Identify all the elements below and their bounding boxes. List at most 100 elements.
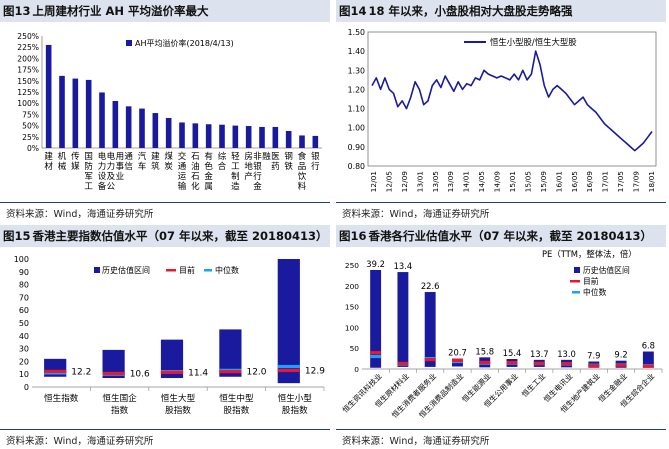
current-marker bbox=[533, 361, 545, 365]
value-label: 6.8 bbox=[642, 341, 655, 351]
x-tick-label: 制 bbox=[231, 171, 240, 182]
bar bbox=[72, 78, 79, 148]
bar bbox=[125, 106, 132, 148]
legend-swatch bbox=[572, 291, 580, 294]
chart-panel-14: 图14 18 年以来，小盘股相对大盘股走势略强 0.80 0.90 1.00 1.10 1… bbox=[336, 0, 666, 224]
y-tick-label: 1.00 bbox=[348, 124, 365, 133]
bar bbox=[139, 108, 145, 148]
x-tick-label: 产 bbox=[244, 171, 253, 182]
y-tick-label: 1.50 bbox=[348, 28, 365, 37]
x-tick-label: 油 bbox=[191, 161, 200, 172]
y-tick-label: 150% bbox=[17, 77, 39, 86]
y-tick-label: 20 bbox=[19, 357, 29, 366]
x-tick-label: 医 bbox=[271, 152, 280, 162]
x-tick-label: 业 bbox=[116, 171, 125, 182]
x-tick-label: 料 bbox=[298, 181, 307, 192]
x-tick-label: 17/01 bbox=[601, 171, 610, 193]
x-tick-label: 造 bbox=[231, 181, 240, 192]
x-tick-label: 股指数 bbox=[165, 404, 191, 416]
x-tick-label: 机 bbox=[58, 151, 67, 162]
x-tick-label: 设 bbox=[98, 171, 107, 182]
x-tick-label: 炭 bbox=[164, 162, 173, 172]
bar bbox=[259, 126, 265, 148]
x-tick-label: 非 bbox=[253, 151, 262, 162]
x-tick-label: 电 bbox=[98, 151, 107, 162]
legend-label: 历史估值区间 bbox=[583, 265, 630, 275]
x-tick-label: 股指数 bbox=[224, 404, 250, 416]
x-tick-label: 建 bbox=[151, 151, 160, 162]
x-tick-label: 械 bbox=[58, 161, 67, 172]
x-tick-label: 化 bbox=[191, 181, 200, 192]
x-tick-label: 有 bbox=[204, 151, 213, 162]
x-tick-label: 公 bbox=[107, 182, 116, 192]
x-tick-label: 14/01 bbox=[462, 171, 471, 193]
x-tick-label: 石 bbox=[191, 152, 200, 162]
y-tick-label: 0 bbox=[24, 383, 29, 392]
x-tick-label: 银 bbox=[311, 151, 320, 162]
y-tick-label: 1.40 bbox=[348, 47, 365, 56]
current-marker bbox=[561, 361, 572, 366]
x-tick-label: 恒生国企 bbox=[102, 392, 137, 404]
bar bbox=[312, 135, 319, 148]
x-tick-label: 防 bbox=[84, 161, 93, 172]
bar bbox=[165, 117, 172, 148]
x-tick-label: 地 bbox=[244, 161, 253, 172]
range-bar bbox=[397, 272, 409, 367]
x-tick-label: 14/05 bbox=[477, 171, 486, 193]
x-tick-label: 恒生中型 bbox=[219, 392, 254, 404]
current-marker bbox=[588, 364, 600, 368]
legend-label: 目前 bbox=[583, 276, 599, 286]
x-tick-label: 13/01 bbox=[415, 171, 424, 193]
legend-swatch bbox=[94, 267, 100, 273]
bar bbox=[192, 123, 199, 148]
x-tick-label: 综 bbox=[218, 151, 227, 162]
x-tick-label: 金 bbox=[253, 181, 262, 192]
chart-panel-15: 图15 香港主要指数估值水平（07 年以来，截至 20180413） 0 10 20 3… bbox=[0, 225, 330, 449]
current-marker bbox=[160, 370, 184, 375]
x-tick-label: 12/01 bbox=[369, 171, 378, 193]
x-tick-label: 输 bbox=[178, 181, 187, 192]
legend-label: 中位数 bbox=[583, 287, 607, 297]
current-marker bbox=[277, 368, 300, 373]
y-tick-label: 250 bbox=[345, 261, 359, 270]
x-tick-label: 饮 bbox=[298, 171, 307, 182]
x-tick-label: 15/05 bbox=[523, 171, 532, 193]
y-tick-label: 0.80 bbox=[348, 162, 365, 171]
current-marker bbox=[642, 364, 654, 368]
value-label: 12.2 bbox=[71, 367, 91, 377]
divider bbox=[0, 202, 330, 203]
source-note: 资料来源：Wind，海通证券研究所 bbox=[342, 209, 490, 220]
x-tick-label: 药 bbox=[271, 161, 280, 172]
x-tick-label: 15/09 bbox=[539, 171, 548, 193]
x-tick-label: 房 bbox=[244, 151, 253, 162]
x-tick-label: 16/01 bbox=[554, 171, 563, 193]
plot-frame bbox=[367, 31, 657, 167]
x-tick-label: 电 bbox=[107, 151, 116, 162]
x-tick-label: 合 bbox=[218, 161, 227, 172]
y-tick-label: 50 bbox=[350, 344, 360, 353]
x-tick-label: 银 bbox=[253, 161, 262, 172]
series-line bbox=[371, 50, 653, 152]
x-tick-label: 轻 bbox=[231, 151, 240, 162]
current-marker bbox=[102, 371, 125, 376]
legend-label: 目前 bbox=[179, 265, 195, 275]
current-marker bbox=[397, 361, 409, 366]
value-label: 15.8 bbox=[475, 346, 494, 356]
y-tick-label: 90 bbox=[19, 268, 29, 277]
bar bbox=[85, 79, 92, 148]
y-tick-label: 225% bbox=[17, 43, 39, 52]
y-tick-label: 100 bbox=[345, 323, 359, 332]
x-tick-label: 铁 bbox=[284, 161, 293, 172]
figure-number: 图15 bbox=[3, 229, 31, 243]
legend-label: 恒生小型股/恒生大型股 bbox=[490, 37, 577, 47]
x-tick-label: 品 bbox=[298, 162, 307, 172]
x-tick-label: 13/09 bbox=[446, 171, 455, 193]
x-tick-label: 通 bbox=[124, 151, 133, 162]
legend-swatch bbox=[166, 269, 176, 272]
x-tick-label: 14/09 bbox=[493, 171, 502, 193]
y-tick-label: 200 bbox=[345, 282, 359, 291]
y-tick-label: 125% bbox=[17, 88, 39, 97]
y-tick-label: 40 bbox=[19, 332, 29, 341]
figure-title: 香港各行业估值水平（07 年以来，截至 20180413） bbox=[368, 229, 653, 243]
